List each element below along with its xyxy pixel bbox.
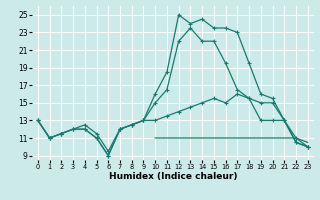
X-axis label: Humidex (Indice chaleur): Humidex (Indice chaleur) — [108, 172, 237, 181]
